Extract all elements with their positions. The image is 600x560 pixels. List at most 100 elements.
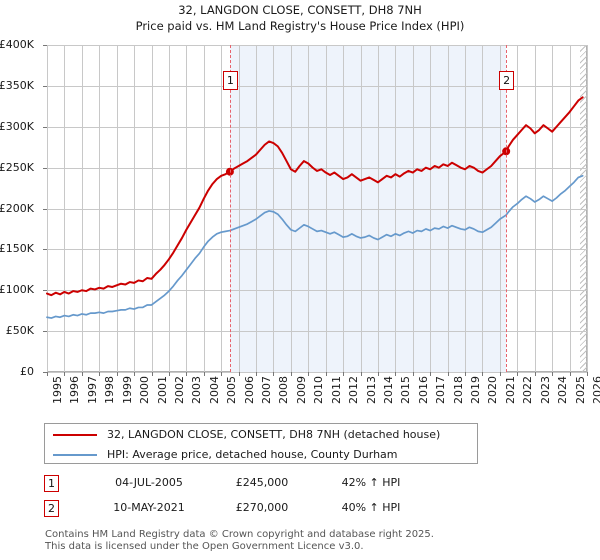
y-axis-label: £0 [20, 365, 34, 378]
x-axis-tick [47, 372, 48, 376]
x-axis-label: 2014 [381, 376, 395, 404]
y-axis-label: £50K [5, 324, 34, 338]
y-axis-tick [43, 168, 47, 169]
footer-attribution: Contains HM Land Registry data © Crown c… [45, 529, 585, 552]
gridline-horizontal [47, 290, 587, 291]
gridline-vertical [570, 45, 571, 372]
x-axis-label: 1996 [68, 376, 82, 404]
x-axis-label: 2003 [190, 376, 204, 404]
x-axis-label: 1999 [120, 376, 134, 404]
gridline-vertical [395, 45, 396, 372]
x-axis-tick [273, 372, 274, 376]
y-axis-tick [43, 290, 47, 291]
x-axis-label: 2012 [347, 376, 361, 404]
gridline-vertical [587, 45, 588, 372]
transaction-delta-2: 40% ↑ HPI [341, 501, 401, 514]
transaction-table: 1 04-JUL-2005 £245,000 42% ↑ HPI 2 10-MA… [44, 474, 484, 524]
gridline-vertical [64, 45, 65, 372]
gridline-vertical [413, 45, 414, 372]
legend-item-hpi: HPI: Average price, detached house, Coun… [45, 445, 477, 464]
x-axis-label: 2018 [451, 376, 465, 404]
x-axis-tick [448, 372, 449, 376]
x-axis-tick [552, 372, 553, 376]
legend-swatch-hpi [53, 453, 97, 456]
gridline-vertical [117, 45, 118, 372]
x-axis-tick [204, 372, 205, 376]
y-axis-tick [43, 209, 47, 210]
gridline-vertical [152, 45, 153, 372]
y-axis-tick [43, 127, 47, 128]
legend-label-hpi: HPI: Average price, detached house, Coun… [107, 448, 398, 461]
transaction-date-1: 04-JUL-2005 [115, 476, 183, 489]
property-price-line [46, 96, 584, 297]
gridline-vertical [256, 45, 257, 372]
gridline-vertical [378, 45, 379, 372]
x-axis-tick [64, 372, 65, 376]
gridline-vertical [361, 45, 362, 372]
x-axis-label: 2011 [329, 376, 343, 404]
page-title: 32, LANGDON CLOSE, CONSETT, DH8 7NH Pric… [0, 2, 600, 34]
y-axis-label: £100K [0, 283, 34, 297]
gridline-vertical [465, 45, 466, 372]
x-axis-tick [395, 372, 396, 376]
x-axis-tick [500, 372, 501, 376]
x-axis-label: 2017 [434, 376, 448, 404]
gridline-vertical [482, 45, 483, 372]
y-axis-tick [43, 249, 47, 250]
x-axis-label: 2013 [364, 376, 378, 404]
event-badge-2: 2 [499, 71, 515, 90]
x-axis-tick [587, 372, 588, 376]
gridline-horizontal [47, 372, 587, 373]
x-axis-label: 2024 [556, 376, 570, 404]
x-axis-label: 2002 [172, 376, 186, 404]
x-axis-label: 1997 [85, 376, 99, 404]
x-axis-label: 2008 [277, 376, 291, 404]
transaction-price-2: £270,000 [235, 501, 289, 514]
gridline-vertical [134, 45, 135, 372]
x-axis-tick [117, 372, 118, 376]
gridline-horizontal [47, 127, 587, 128]
title-line-1: 32, LANGDON CLOSE, CONSETT, DH8 7NH [178, 3, 422, 17]
y-axis-label: £350K [0, 78, 34, 92]
ownership-shade-band [229, 45, 507, 372]
x-axis-tick [221, 372, 222, 376]
gridline-vertical [448, 45, 449, 372]
x-axis-tick [326, 372, 327, 376]
x-axis-label: 2026 [591, 376, 600, 404]
x-axis-tick [361, 372, 362, 376]
gridline-vertical [430, 45, 431, 372]
hpi-average-line [46, 174, 584, 319]
series-lines [46, 96, 584, 319]
x-axis-tick [152, 372, 153, 376]
transaction-price-1: £245,000 [235, 476, 289, 489]
x-axis-tick [82, 372, 83, 376]
transaction-delta-1: 42% ↑ HPI [341, 476, 401, 489]
transaction-badge-1: 1 [44, 475, 59, 492]
x-axis-label: 1995 [51, 376, 64, 404]
table-row: 1 04-JUL-2005 £245,000 42% ↑ HPI [44, 474, 484, 499]
gridline-vertical [169, 45, 170, 372]
y-axis-label: £200K [0, 201, 34, 215]
x-axis-tick [482, 372, 483, 376]
y-axis-tick [43, 86, 47, 87]
x-axis-tick [256, 372, 257, 376]
x-axis-label: 2009 [294, 376, 308, 404]
x-axis-tick [343, 372, 344, 376]
chart-plot-area: 1 2 £0 £50K £100K £150K £200K £250K £300K £350K £… [0, 38, 600, 404]
footer-line-1: Contains HM Land Registry data © Crown c… [45, 529, 434, 540]
y-axis-label: £400K [0, 38, 34, 51]
x-axis-tick [291, 372, 292, 376]
x-axis-label: 1998 [103, 376, 117, 404]
legend-swatch-property [53, 433, 97, 436]
gridline-vertical [291, 45, 292, 372]
x-axis-tick [239, 372, 240, 376]
x-axis-label: 2020 [486, 376, 500, 404]
x-axis-label: 2023 [538, 376, 552, 404]
x-axis-label: 2021 [503, 376, 517, 404]
transaction-date-2: 10-MAY-2021 [113, 501, 185, 514]
y-axis-tick [43, 45, 47, 46]
x-axis-label: 2015 [399, 376, 413, 404]
x-axis-label: 2001 [155, 376, 169, 404]
x-axis-tick [430, 372, 431, 376]
